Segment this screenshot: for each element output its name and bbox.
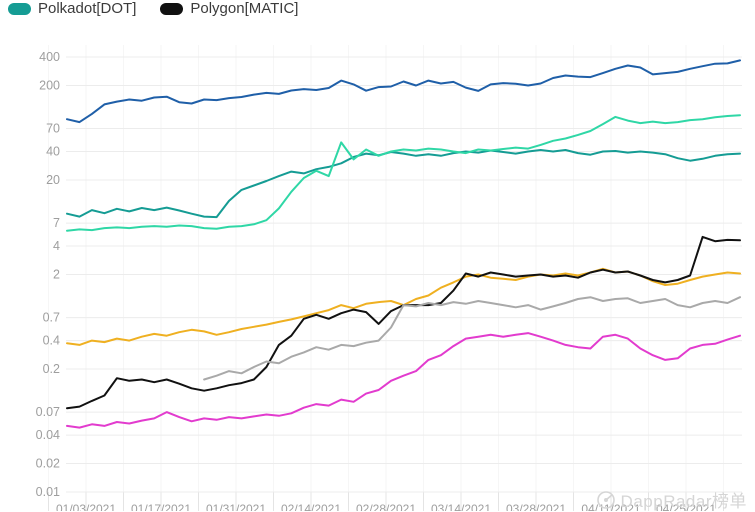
series-line-series-green bbox=[66, 114, 741, 232]
x-axis-tick-label: 02/28/2021 bbox=[356, 502, 416, 511]
y-axis-tick-label: 7 bbox=[53, 216, 60, 230]
y-axis-tick-label: 0.04 bbox=[36, 428, 60, 442]
dappradar-watermark: DappRadar榜单 bbox=[595, 487, 747, 512]
x-axis-tick-label: 02/14/2021 bbox=[281, 502, 341, 511]
x-axis-tick-label: 01/31/2021 bbox=[206, 502, 266, 511]
x-axis-tick-label: 04/25/2021 bbox=[656, 502, 716, 511]
y-axis-tick-label: 0.4 bbox=[43, 334, 60, 348]
y-axis-tick-label: 4 bbox=[53, 239, 60, 253]
y-axis-tick-label: 0.02 bbox=[36, 457, 60, 471]
series-line-polygon-matic- bbox=[66, 235, 741, 410]
y-axis-tick-label: 400 bbox=[39, 50, 60, 64]
y-axis-tick-label: 2 bbox=[53, 268, 60, 282]
x-axis-tick-label: 03/14/2021 bbox=[431, 502, 491, 511]
y-axis-tick-label: 40 bbox=[46, 145, 60, 159]
x-axis-tick-label: 04/11/2021 bbox=[581, 502, 640, 511]
watermark-text: DappRadar榜单 bbox=[620, 492, 747, 511]
polkadot-dot-swatch-icon bbox=[8, 3, 31, 15]
y-axis-tick-label: 0.07 bbox=[36, 405, 60, 419]
y-axis-tick-label: 200 bbox=[39, 78, 60, 92]
series-line-series-blue bbox=[66, 59, 741, 124]
legend-item-polkadot-dot[interactable]: Polkadot[DOT] bbox=[8, 1, 136, 17]
legend-item-polygon-matic[interactable]: Polygon[MATIC] bbox=[160, 1, 298, 17]
series-line-series-gray bbox=[203, 296, 741, 381]
y-axis-tick-label: 0.7 bbox=[43, 311, 60, 325]
x-axis-tick-label: 03/28/2021 bbox=[506, 502, 566, 511]
y-axis-tick-label: 20 bbox=[46, 173, 60, 187]
legend-label-polkadot-dot: Polkadot[DOT] bbox=[38, 0, 137, 17]
x-axis-tick-label: 01/03/2021 bbox=[56, 502, 116, 511]
legend-label-polygon-matic: Polygon[MATIC] bbox=[190, 0, 299, 17]
radar-icon bbox=[596, 490, 615, 509]
polygon-matic-swatch-icon bbox=[160, 3, 184, 15]
y-axis-tick-label: 0.01 bbox=[36, 485, 60, 499]
chart-legend: Polkadot[DOT] Polygon[MATIC] bbox=[8, 1, 298, 17]
x-axis-tick-label: 01/17/2021 bbox=[131, 502, 191, 511]
series-line-polkadot-dot- bbox=[66, 149, 741, 219]
series-line-series-magenta bbox=[66, 332, 741, 429]
y-axis-tick-label: 70 bbox=[46, 122, 60, 136]
y-axis-tick-label: 0.2 bbox=[43, 362, 60, 376]
